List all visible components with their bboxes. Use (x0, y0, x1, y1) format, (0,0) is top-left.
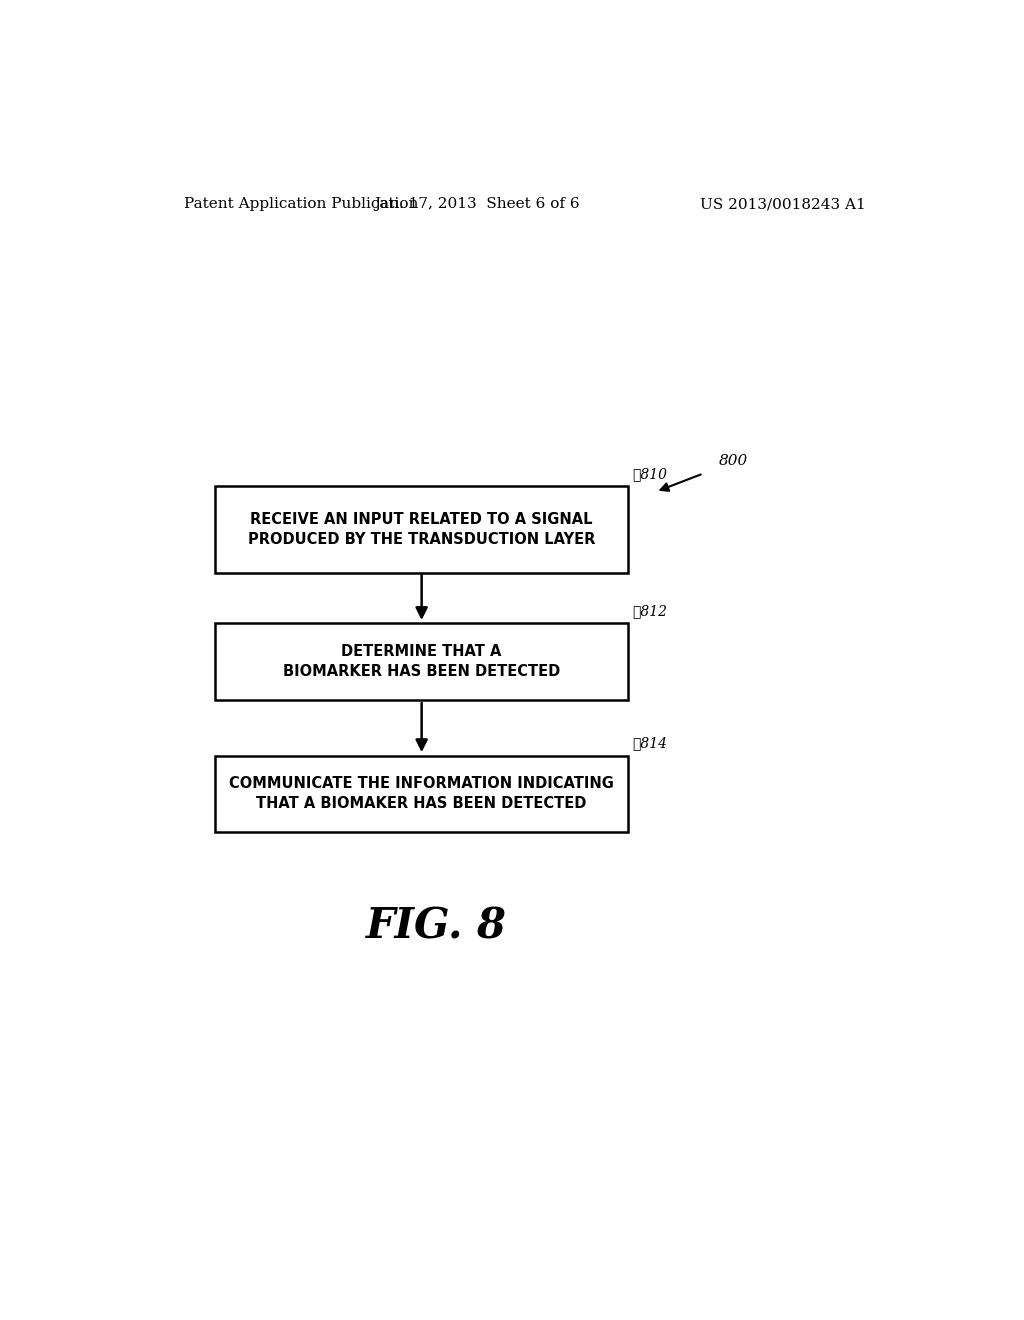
Bar (215, 486, 628, 573)
Text: Patent Application Publication: Patent Application Publication (183, 197, 418, 211)
Text: DETERMINE THAT A
BIOMARKER HAS BEEN DETECTED: DETERMINE THAT A BIOMARKER HAS BEEN DETE… (283, 644, 560, 678)
Text: US 2013/0018243 A1: US 2013/0018243 A1 (700, 197, 866, 211)
Text: RECEIVE AN INPUT RELATED TO A SIGNAL
PRODUCED BY THE TRANSDUCTION LAYER: RECEIVE AN INPUT RELATED TO A SIGNAL PRO… (248, 512, 595, 546)
Text: COMMUNICATE THE INFORMATION INDICATING
THAT A BIOMAKER HAS BEEN DETECTED: COMMUNICATE THE INFORMATION INDICATING T… (229, 776, 614, 810)
Text: 800: 800 (719, 454, 749, 469)
Text: ⸏810: ⸏810 (632, 467, 667, 480)
Text: Jan. 17, 2013  Sheet 6 of 6: Jan. 17, 2013 Sheet 6 of 6 (375, 197, 580, 211)
Bar (215, 755, 628, 832)
Text: FIG. 8: FIG. 8 (367, 906, 507, 948)
Text: ⸏812: ⸏812 (632, 605, 667, 618)
Bar (215, 623, 628, 700)
Text: ⸏814: ⸏814 (632, 737, 667, 751)
